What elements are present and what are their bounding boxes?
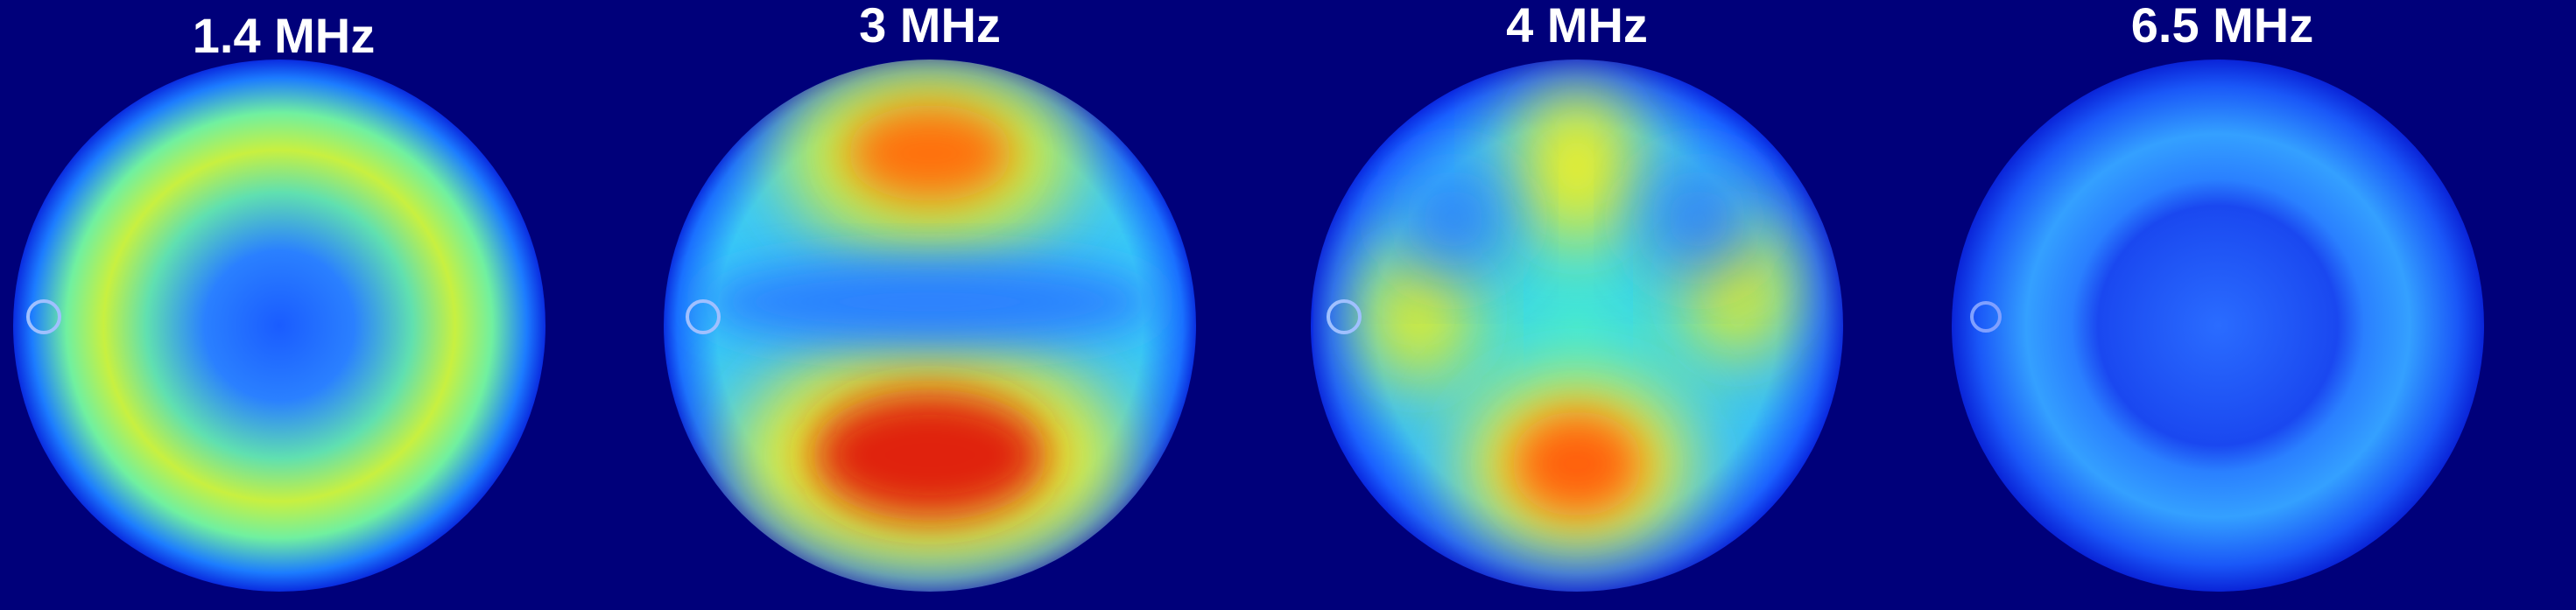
panel-2: 3 MHz <box>664 0 1196 592</box>
panel-3: 4 MHz <box>1311 0 1843 592</box>
marker <box>26 299 61 334</box>
heatmap <box>1952 60 2484 592</box>
panel-label: 4 MHz <box>1506 0 1648 53</box>
panel-4: 6.5 MHz <box>1952 0 2484 592</box>
panel-label: 3 MHz <box>859 0 1001 53</box>
panel-1: 1.4 MHz <box>13 8 545 592</box>
marker <box>1327 299 1362 334</box>
heatmap <box>13 60 545 592</box>
panel-label: 1.4 MHz <box>193 8 376 63</box>
panel-label: 6.5 MHz <box>2131 0 2314 53</box>
marker <box>686 299 721 334</box>
marker <box>1970 301 2002 333</box>
